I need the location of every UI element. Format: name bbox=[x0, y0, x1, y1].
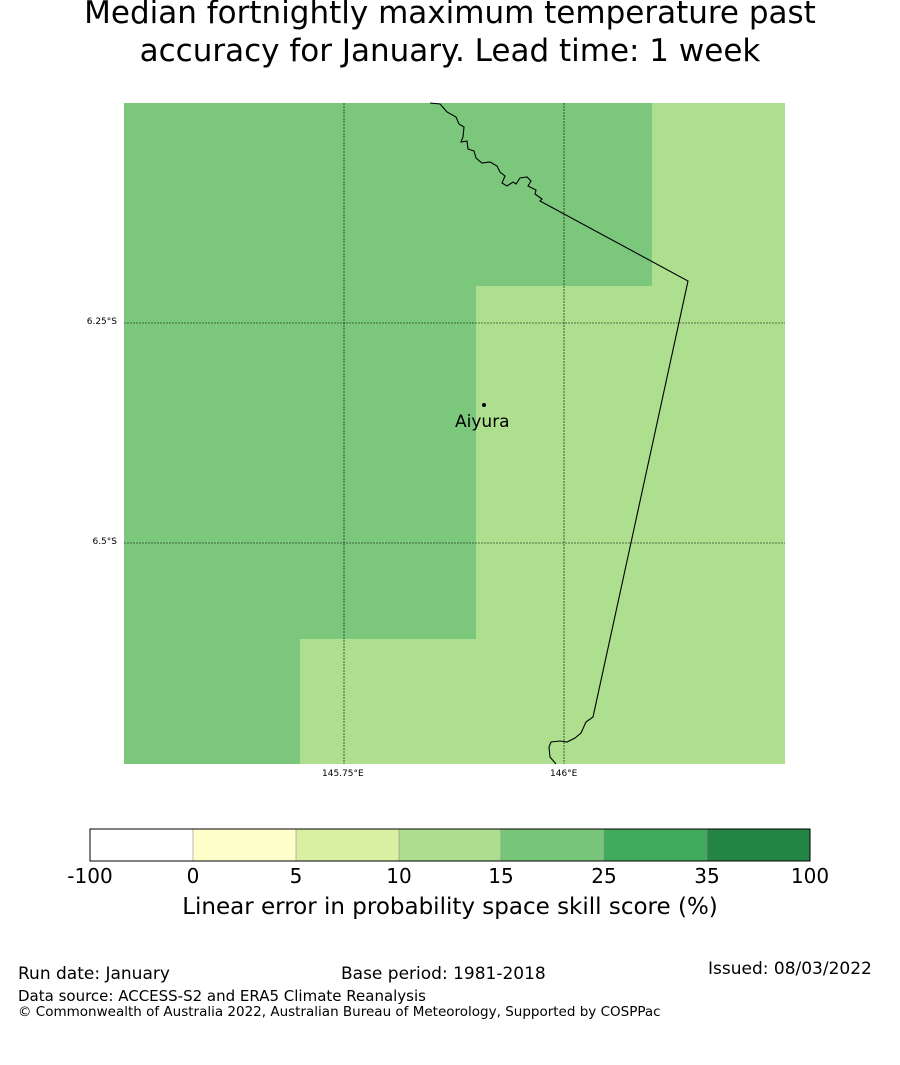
copyright: © Commonwealth of Australia 2022, Austra… bbox=[18, 1004, 661, 1020]
colorbar-tick: 5 bbox=[289, 864, 303, 888]
colorbar-tick: 0 bbox=[186, 864, 200, 888]
colorbar-bin-7 bbox=[707, 829, 810, 861]
lon-label-145-75: 145.75°E bbox=[322, 769, 364, 779]
colorbar-bin-6 bbox=[604, 829, 707, 861]
data-source: Data source: ACCESS-S2 and ERA5 Climate … bbox=[18, 987, 426, 1005]
colorbar-tick: 100 bbox=[790, 864, 830, 888]
lat-label-6-25: 6.25°S bbox=[86, 317, 117, 327]
map-title: Median fortnightly maximum temperature p… bbox=[84, 0, 816, 69]
colorbar-title: Linear error in probability space skill … bbox=[182, 894, 718, 920]
colorbar-tick: 10 bbox=[386, 864, 412, 888]
graticule bbox=[124, 103, 785, 764]
colorbar-frame bbox=[89, 828, 811, 862]
colorbar-tick: 25 bbox=[591, 864, 617, 888]
colorbar-tick: 35 bbox=[694, 864, 720, 888]
lon-label-146: 146°E bbox=[550, 769, 578, 779]
base-period: Base period: 1981-2018 bbox=[341, 964, 546, 984]
colorbar-bin-3 bbox=[296, 829, 399, 861]
skill-region-dark bbox=[124, 103, 652, 764]
issued-date: Issued: 08/03/2022 bbox=[708, 959, 872, 979]
colorbar-bin-2 bbox=[193, 829, 296, 861]
colorbar-bin-1 bbox=[90, 829, 193, 861]
colorbar-bin-5 bbox=[501, 829, 604, 861]
coastline bbox=[429, 102, 689, 765]
lat-label-6-5: 6.5°S bbox=[92, 537, 117, 547]
aiyura-marker bbox=[482, 403, 486, 407]
colorbar bbox=[89, 828, 811, 862]
run-date: Run date: January bbox=[18, 964, 170, 984]
colorbar-bin-4 bbox=[399, 829, 501, 861]
colorbar-tick: -100 bbox=[67, 864, 113, 888]
colorbar-tick: 15 bbox=[488, 864, 514, 888]
place-label-aiyura: Aiyura bbox=[455, 412, 510, 432]
